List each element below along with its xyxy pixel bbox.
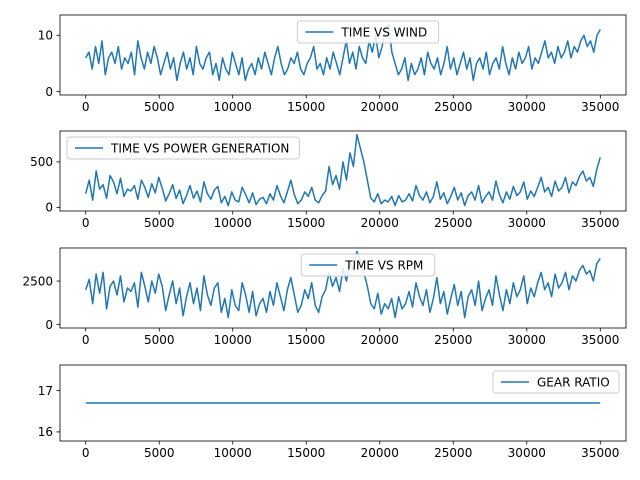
legend: TIME VS WIND — [296, 20, 440, 44]
x-tick-label: 15000 — [287, 216, 325, 230]
y-tick-label: 0 — [45, 318, 53, 332]
x-tick-label: 20000 — [361, 333, 399, 347]
x-tick-label: 35000 — [581, 446, 619, 460]
x-tick-label: 30000 — [508, 216, 546, 230]
legend-label: TIME VS WIND — [340, 25, 427, 39]
legend-label: GEAR RATIO — [537, 375, 610, 389]
x-tick-label: 25000 — [434, 216, 472, 230]
x-tick-label: 5000 — [144, 446, 175, 460]
series-line-1-1 — [85, 23, 601, 82]
x-tick-label: 20000 — [361, 100, 399, 114]
x-tick-label: 30000 — [508, 446, 546, 460]
legend-box — [296, 20, 440, 44]
x-tick-label: 10000 — [214, 216, 252, 230]
y-tick-label: 2500 — [22, 274, 53, 288]
x-tick-label: 25000 — [434, 333, 472, 347]
x-tick-label: 20000 — [361, 216, 399, 230]
y-tick-label: 0 — [45, 201, 53, 215]
subplot-3: 0 5000 10000 15000 20000 25000 30000 35000 0 2500… — [22, 247, 627, 347]
legend-label: TIME VS RPM — [344, 258, 423, 272]
legend-box — [66, 136, 300, 160]
x-tick-label: 10000 — [214, 333, 252, 347]
x-tick-label: 0 — [82, 333, 90, 347]
x-tick-label: 30000 — [508, 100, 546, 114]
subplot-4: 0 5000 10000 15000 20000 25000 30000 35000 16 17 G… — [38, 364, 627, 460]
y-tick-label: 17 — [38, 384, 53, 398]
y-tick-label: 0 — [45, 85, 53, 99]
x-tick-label: 25000 — [434, 100, 472, 114]
x-tick-label: 0 — [82, 446, 90, 460]
legend: TIME VS POWER GENERATION — [66, 136, 300, 160]
subplot-1: 0 5000 10000 15000 20000 25000 30000 35000 0 10 TI… — [38, 14, 627, 114]
x-tick-label: 15000 — [287, 100, 325, 114]
x-tick-label: 5000 — [144, 216, 175, 230]
axes-frame — [59, 130, 627, 212]
x-tick-label: 35000 — [581, 216, 619, 230]
x-tick-label: 35000 — [581, 100, 619, 114]
x-tick-label: 15000 — [287, 333, 325, 347]
x-tick-label: 20000 — [361, 446, 399, 460]
legend-box — [492, 370, 620, 394]
legend-label: TIME VS POWER GENERATION — [110, 141, 289, 155]
axes-frame — [59, 14, 627, 96]
x-tick-label: 15000 — [287, 446, 325, 460]
axes-frame — [59, 364, 627, 442]
x-tick-label: 35000 — [581, 333, 619, 347]
subplot-2: 0 5000 10000 15000 20000 25000 30000 35000 0 500 T… — [30, 130, 627, 230]
x-tick-label: 5000 — [144, 333, 175, 347]
x-tick-label: 5000 — [144, 100, 175, 114]
legend-box — [300, 253, 436, 277]
x-tick-label: 0 — [82, 216, 90, 230]
y-tick-label: 500 — [30, 155, 53, 169]
axes-frame — [59, 247, 627, 329]
series-line-2-1 — [85, 133, 601, 207]
legend: GEAR RATIO — [492, 370, 620, 394]
x-tick-label: 25000 — [434, 446, 472, 460]
x-tick-label: 10000 — [214, 446, 252, 460]
x-tick-label: 10000 — [214, 100, 252, 114]
x-tick-label: 0 — [82, 100, 90, 114]
x-tick-label: 30000 — [508, 333, 546, 347]
y-tick-label: 10 — [38, 29, 53, 43]
legend: TIME VS RPM — [300, 253, 436, 277]
y-tick-label: 16 — [38, 425, 53, 439]
